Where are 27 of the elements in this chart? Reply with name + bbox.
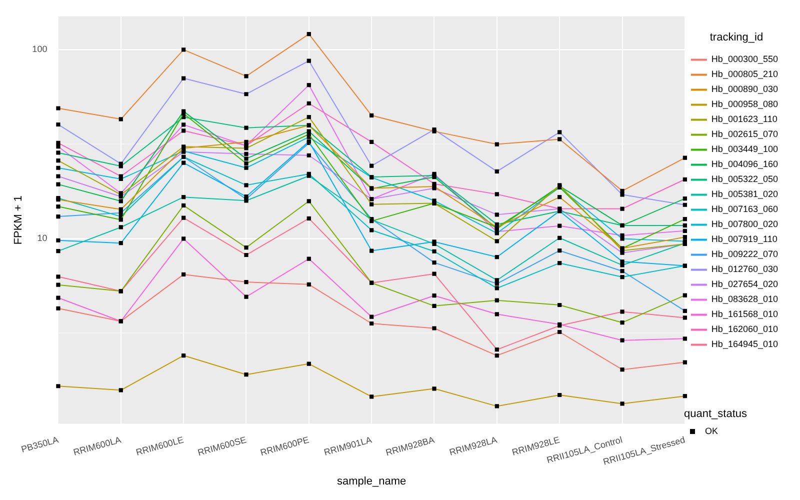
legend-label: Hb_161568_010 <box>711 309 778 320</box>
legend-label: Hb_004096_160 <box>711 159 778 170</box>
legend-label: Hb_000805_210 <box>711 69 778 80</box>
y-axis-title: FPKM + 1 <box>12 195 25 245</box>
legend-title: tracking_id <box>710 32 764 44</box>
legend-label: Hb_007163_060 <box>711 204 778 214</box>
legend-label: Hb_009222_070 <box>711 249 778 260</box>
y-tick-label: 100 <box>32 44 48 54</box>
legend-label: Hb_027654_020 <box>711 279 778 290</box>
text: OK <box>705 426 718 436</box>
annotation: quant_status <box>684 408 747 420</box>
legend-label: Hb_164945_010 <box>711 339 778 350</box>
legend-label: Hb_083628_010 <box>711 294 778 304</box>
legend-label: Hb_012760_030 <box>711 264 778 274</box>
legend-label: Hb_002615_070 <box>711 129 778 140</box>
legend-label: Hb_001623_110 <box>711 114 778 124</box>
x-axis-title: sample_name <box>337 475 406 488</box>
legend-label: Hb_003449_100 <box>711 144 778 154</box>
y-tick-label: 10 <box>37 233 48 244</box>
legend-label: Hb_000890_030 <box>711 84 778 94</box>
legend-label: Hb_007919_110 <box>711 234 778 244</box>
legend-label: Hb_000958_080 <box>711 99 778 110</box>
legend-label: Hb_007800_020 <box>711 219 778 230</box>
legend-label: Hb_162060_010 <box>711 324 778 334</box>
legend-label: Hb_000300_550 <box>711 54 778 64</box>
legend-label: Hb_005322_050 <box>711 174 778 184</box>
legend-label: Hb_005381_020 <box>711 189 778 200</box>
